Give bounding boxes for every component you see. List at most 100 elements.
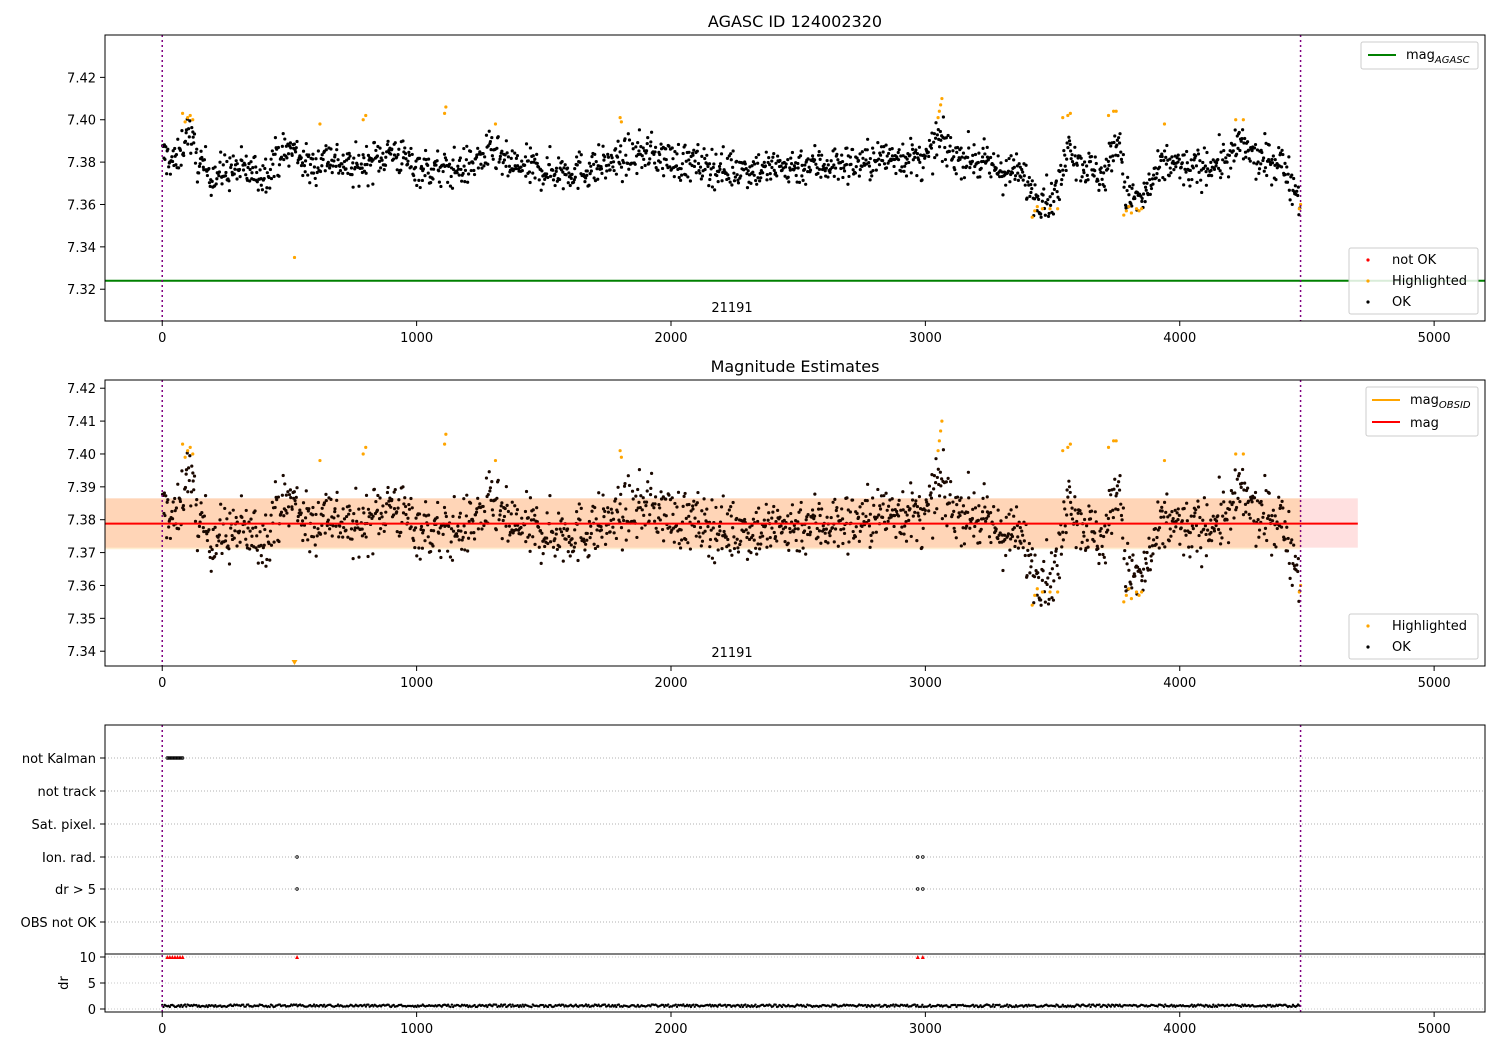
- ok-point: [333, 510, 337, 514]
- flag-point: [179, 756, 183, 760]
- ok-point: [469, 168, 473, 173]
- ok-point: [1063, 153, 1067, 157]
- ok-point: [1238, 148, 1242, 153]
- highlighted-point: [1112, 439, 1116, 443]
- ok-point: [1017, 162, 1021, 166]
- ok-point: [1067, 479, 1071, 483]
- ok-point: [896, 158, 901, 162]
- ok-point: [181, 151, 186, 155]
- ok-point: [711, 165, 715, 170]
- ok-point: [510, 500, 514, 504]
- ok-point: [1292, 176, 1296, 181]
- ok-point: [614, 147, 618, 151]
- ok-point: [357, 507, 361, 511]
- ok-point: [585, 173, 589, 177]
- ok-point: [234, 159, 238, 163]
- ok-point: [910, 498, 915, 502]
- ok-point: [303, 533, 307, 537]
- x-tick-label: 3000: [909, 676, 942, 691]
- dr-point: [520, 1005, 523, 1008]
- ok-point: [173, 509, 177, 513]
- ok-point: [437, 549, 441, 553]
- ok-point: [624, 538, 628, 542]
- ok-point: [459, 167, 463, 172]
- ok-point: [806, 157, 810, 161]
- ok-point: [1247, 512, 1251, 516]
- ok-point: [1166, 515, 1170, 519]
- ok-point: [935, 475, 939, 480]
- ok-point: [385, 502, 389, 506]
- ok-point: [626, 161, 630, 165]
- ok-point: [539, 188, 543, 192]
- ok-point: [528, 549, 532, 553]
- ok-point: [435, 159, 439, 163]
- ok-point: [1179, 526, 1183, 530]
- ok-point: [921, 526, 925, 530]
- highlighted-point: [619, 120, 623, 124]
- ok-point: [1057, 197, 1062, 202]
- ok-point: [857, 539, 861, 543]
- x-tick-label: 2000: [654, 676, 687, 691]
- dr-point: [830, 1005, 833, 1008]
- ok-point: [786, 541, 790, 545]
- highlighted-point: [183, 455, 187, 459]
- ok-point: [844, 162, 849, 167]
- ok-point: [979, 166, 983, 170]
- ok-point: [1180, 519, 1184, 523]
- ok-point: [182, 507, 186, 512]
- flag-row-label: Ion. rad.: [42, 851, 96, 866]
- dr-point: [1060, 1005, 1063, 1008]
- ok-point: [184, 131, 188, 135]
- ok-point: [686, 541, 690, 545]
- ok-point: [624, 153, 628, 157]
- ok-point: [190, 125, 194, 130]
- ok-point: [833, 497, 837, 501]
- flag-point: [921, 887, 925, 891]
- ok-point: [527, 170, 532, 174]
- x-tick-label: 4000: [1163, 676, 1196, 691]
- ok-point: [366, 153, 371, 157]
- ok-point: [1117, 141, 1122, 145]
- ok-point: [417, 546, 421, 550]
- ok-point: [744, 167, 748, 171]
- ok-point: [907, 518, 911, 522]
- ok-point: [314, 512, 318, 517]
- ok-point: [457, 538, 461, 542]
- ok-point: [1267, 491, 1271, 495]
- ok-point: [1210, 539, 1214, 543]
- ok-point: [992, 505, 996, 509]
- ok-point: [881, 515, 885, 519]
- ok-point: [929, 496, 934, 500]
- ok-point: [1142, 181, 1146, 185]
- highlighted-point: [191, 118, 195, 122]
- highlighted-point: [1035, 205, 1039, 209]
- ok-point: [817, 501, 821, 506]
- ok-point: [1113, 134, 1117, 138]
- ok-point: [966, 510, 970, 515]
- ok-point: [541, 182, 545, 186]
- ok-point: [478, 502, 482, 506]
- ok-point: [401, 139, 405, 143]
- ok-point: [335, 142, 339, 147]
- ok-point: [447, 162, 452, 166]
- dr-point: [185, 1005, 188, 1008]
- ok-point: [248, 179, 252, 183]
- ok-point: [385, 150, 389, 154]
- ok-point: [824, 166, 828, 170]
- ok-point: [207, 166, 211, 171]
- ok-point: [637, 468, 642, 472]
- ok-point: [593, 152, 597, 156]
- ok-point: [527, 533, 532, 537]
- ok-point: [649, 486, 653, 490]
- ok-point: [167, 165, 171, 169]
- dr-tick-label: 5: [88, 977, 96, 992]
- ok-point: [717, 524, 722, 529]
- ok-point: [576, 186, 580, 191]
- ok-point: [421, 528, 426, 532]
- x-tick-label: 0: [158, 676, 166, 691]
- ok-point: [935, 133, 939, 137]
- ok-point: [520, 516, 524, 520]
- ok-point: [1233, 468, 1237, 472]
- ok-point: [1250, 500, 1254, 504]
- ok-point: [746, 169, 750, 173]
